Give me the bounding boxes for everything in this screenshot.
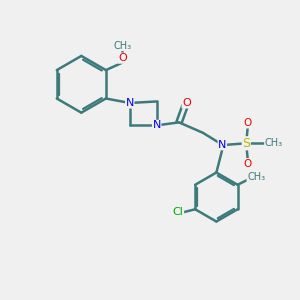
Text: O: O [244,118,252,128]
Text: Cl: Cl [173,207,184,217]
Text: O: O [244,159,252,169]
Text: CH₃: CH₃ [247,172,265,182]
Text: N: N [126,98,134,108]
Text: O: O [118,53,127,63]
Text: CH₃: CH₃ [113,40,131,51]
Text: O: O [182,98,191,108]
Text: N: N [152,120,161,130]
Text: N: N [218,140,226,150]
Text: CH₃: CH₃ [265,138,283,148]
Text: S: S [242,137,250,150]
